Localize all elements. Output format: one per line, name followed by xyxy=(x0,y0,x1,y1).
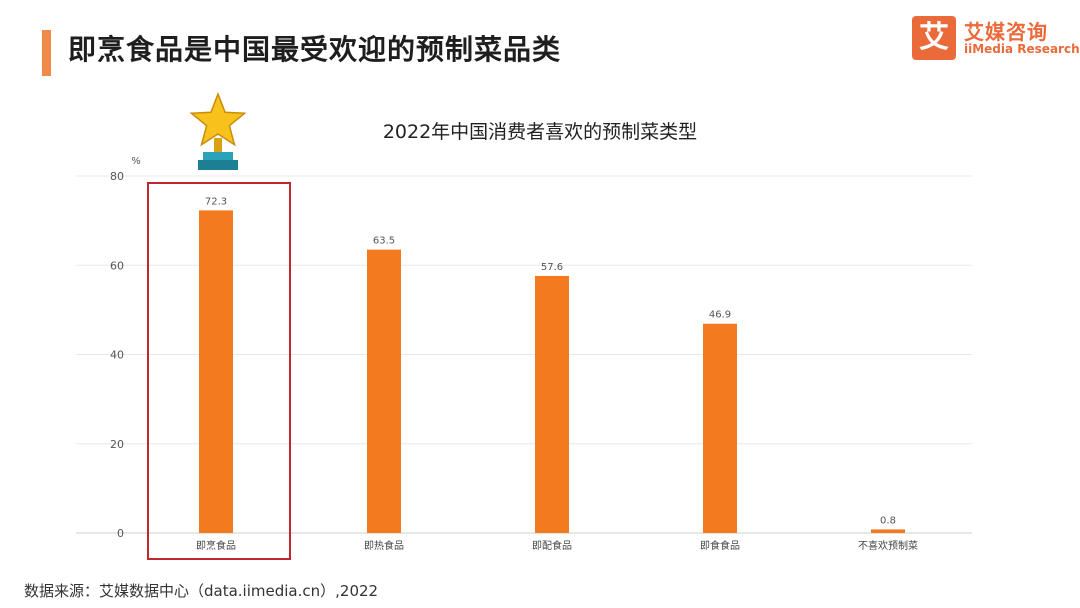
bar xyxy=(871,529,905,533)
bar xyxy=(703,323,737,533)
trophy-star-icon xyxy=(189,91,247,170)
logo-name: 艾媒咨询 xyxy=(964,20,1048,44)
star-shape xyxy=(189,91,247,147)
x-tick-label: 不喜欢预制菜 xyxy=(858,539,918,552)
y-axis-ticks: 0 20 40 60 80 xyxy=(110,170,124,540)
logo-subtitle: iiMedia Research xyxy=(964,42,1080,56)
x-axis-labels: 即烹食品 即热食品 即配食品 即食食品 不喜欢预制菜 xyxy=(196,539,918,552)
title-accent-bar xyxy=(42,30,51,76)
y-tick-label: 0 xyxy=(117,527,124,540)
y-tick-label: 80 xyxy=(110,170,124,183)
value-label: 63.5 xyxy=(373,236,395,247)
data-source: 数据来源：艾媒数据中心（data.iimedia.cn）,2022 xyxy=(24,582,379,600)
trophy-base xyxy=(198,160,238,170)
value-label: 72.3 xyxy=(205,196,227,207)
brand-logo: 艾 艾媒咨询 iiMedia Research xyxy=(912,16,1080,66)
x-tick-label: 即食食品 xyxy=(700,539,740,552)
logo-mark-icon: 艾 xyxy=(912,16,956,60)
x-tick-label: 即配食品 xyxy=(532,539,572,552)
y-tick-label: 40 xyxy=(110,349,124,362)
trophy-base-top xyxy=(203,152,233,160)
highlight-box xyxy=(147,182,291,560)
bar xyxy=(199,210,233,533)
value-label: 46.9 xyxy=(709,310,731,321)
x-tick-label: 即热食品 xyxy=(364,539,404,552)
highlight-group xyxy=(147,91,291,560)
y-tick-label: 60 xyxy=(110,259,124,272)
value-labels: 72.3 63.5 57.6 46.9 0.8 xyxy=(205,196,896,526)
page-title: 即烹食品是中国最受欢迎的预制菜品类 xyxy=(68,33,562,66)
bar xyxy=(367,249,401,533)
trophy-stem xyxy=(214,138,222,152)
value-label: 57.6 xyxy=(541,262,563,273)
value-label: 0.8 xyxy=(880,515,896,526)
y-tick-label: 20 xyxy=(110,438,124,451)
bar xyxy=(535,275,569,533)
x-tick-label: 即烹食品 xyxy=(196,539,236,552)
chart-title: 2022年中国消费者喜欢的预制菜类型 xyxy=(383,121,697,143)
bars xyxy=(199,210,905,533)
y-axis-unit: % xyxy=(131,156,141,167)
